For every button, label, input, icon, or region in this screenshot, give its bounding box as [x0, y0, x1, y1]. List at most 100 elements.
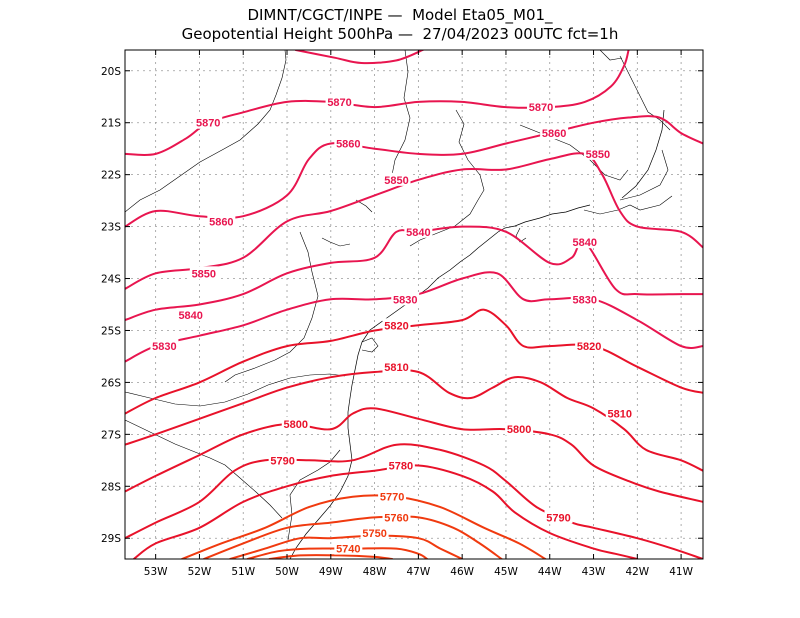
contour-label-bg	[570, 235, 599, 249]
contour-label-5830: 5830	[152, 341, 176, 353]
contour-label-5840: 5840	[573, 237, 597, 249]
lon-tick-label: 47W	[407, 566, 431, 578]
contour-line-5850	[125, 152, 703, 290]
lat-tick-label: 22S	[101, 170, 121, 182]
lon-tick-label: 43W	[582, 566, 606, 578]
map-frame	[124, 49, 704, 560]
contour-label-bg	[382, 510, 411, 524]
contour-label-5850: 5850	[192, 268, 216, 280]
lon-tick-label: 44W	[538, 566, 562, 578]
contour-label-5840: 5840	[178, 310, 202, 322]
contour-label-5850: 5850	[586, 149, 610, 161]
contour-label-bg	[189, 266, 218, 280]
contour-label-5800: 5800	[507, 424, 531, 436]
contour-line-5730	[268, 554, 394, 559]
lon-tick-label: 41W	[669, 566, 693, 578]
contour-label-bg	[334, 136, 363, 150]
lon-tick-label: 48W	[363, 566, 387, 578]
contour-label-bg	[575, 339, 604, 353]
lon-tick-label: 52W	[188, 566, 212, 578]
contour-label-bg	[176, 307, 205, 321]
contour-label-5740: 5740	[336, 544, 360, 556]
contour-label-bg	[334, 541, 363, 555]
contour-line-5770	[180, 494, 547, 559]
coastline-borders	[125, 50, 673, 559]
contour-line-5800	[125, 407, 703, 503]
map-title-line-2: Geopotential Height 500hPa — 27/04/2023 …	[181, 25, 619, 43]
contour-lines	[125, 50, 703, 559]
contour-label-bg	[583, 146, 612, 160]
contour-label-bg	[544, 510, 573, 524]
contour-label-5860: 5860	[209, 216, 233, 228]
contour-label-bg	[382, 172, 411, 186]
lat-tick-label: 26S	[101, 377, 121, 389]
contour-label-5760: 5760	[384, 512, 408, 524]
contour-label-5780: 5780	[389, 461, 413, 473]
contour-label-5750: 5750	[362, 528, 386, 540]
contour-label-bg	[605, 406, 634, 420]
contour-line-5790	[125, 443, 703, 559]
contour-label-5820: 5820	[384, 320, 408, 332]
contour-label-bg	[382, 318, 411, 332]
contour-label-bg	[382, 359, 411, 373]
contour-label-bg	[526, 100, 555, 114]
contour-label-5800: 5800	[284, 419, 308, 431]
contour-line-5820	[125, 308, 703, 415]
contour-label-bg	[540, 126, 569, 140]
contour-label-bg	[194, 115, 223, 129]
contour-label-bg	[386, 458, 415, 472]
contour-label-5770: 5770	[380, 492, 404, 504]
lat-tick-label: 24S	[101, 274, 121, 286]
contour-line-5780	[132, 464, 639, 559]
contour-label-5850: 5850	[384, 175, 408, 187]
contour-label-5870: 5870	[529, 102, 553, 114]
contour-line-5750	[229, 534, 464, 559]
contour-label-bg	[207, 214, 236, 228]
lon-tick-label: 51W	[231, 566, 255, 578]
lon-tick-label: 42W	[625, 566, 649, 578]
lon-tick-label: 50W	[275, 566, 299, 578]
contour-label-5860: 5860	[542, 128, 566, 140]
lat-tick-label: 29S	[101, 533, 121, 545]
contour-label-5810: 5810	[384, 362, 408, 374]
contour-label-bg	[325, 94, 354, 108]
lon-tick-label: 45W	[494, 566, 518, 578]
contour-label-5870: 5870	[196, 118, 220, 130]
contour-label-5870: 5870	[327, 97, 351, 109]
contour-line-5760	[202, 515, 503, 559]
contour-label-5860: 5860	[336, 138, 360, 150]
contour-label-bg	[360, 526, 389, 540]
contour-label-bg	[570, 292, 599, 306]
lat-tick-label: 25S	[101, 325, 121, 337]
lat-tick-label: 21S	[101, 118, 121, 130]
lon-tick-label: 53W	[144, 566, 168, 578]
contour-label-5810: 5810	[608, 409, 632, 421]
contour-label-5830: 5830	[393, 294, 417, 306]
axis-ticks: 20S 21S 22S 23S 24S 25S 26S 27S 28S 29S 53W 52W 51W 5…	[101, 50, 703, 578]
contour-label-5840: 5840	[406, 227, 430, 239]
contour-line-5810	[125, 369, 703, 472]
lat-tick-label: 20S	[101, 66, 121, 78]
contour-line-5870	[294, 50, 424, 65]
contour-label-bg	[404, 224, 433, 238]
contour-line-5830	[125, 271, 703, 363]
contour-label-bg	[281, 416, 310, 430]
contour-label-5790: 5790	[546, 512, 570, 524]
lat-tick-label: 23S	[101, 222, 121, 234]
contour-label-bg	[378, 489, 407, 503]
contour-labels: 5870 5870 5870 5860 5860 5860 5850 5850 5850 5840…	[150, 94, 634, 556]
contour-line-5840	[125, 225, 703, 322]
lon-tick-label: 49W	[319, 566, 343, 578]
contour-label-bg	[268, 453, 297, 467]
contour-line-5870	[125, 50, 630, 157]
contour-label-bg	[391, 292, 420, 306]
map-title-line-1: DIMNT/CGCT/INPE — Model Eta05_M01_	[247, 6, 553, 24]
lon-tick-label: 46W	[450, 566, 474, 578]
contour-label-bg	[505, 422, 534, 436]
lat-tick-label: 27S	[101, 429, 121, 441]
lat-tick-label: 28S	[101, 481, 121, 493]
contour-label-5830: 5830	[573, 294, 597, 306]
contour-label-bg	[150, 339, 179, 353]
contour-line-5860	[125, 115, 703, 228]
